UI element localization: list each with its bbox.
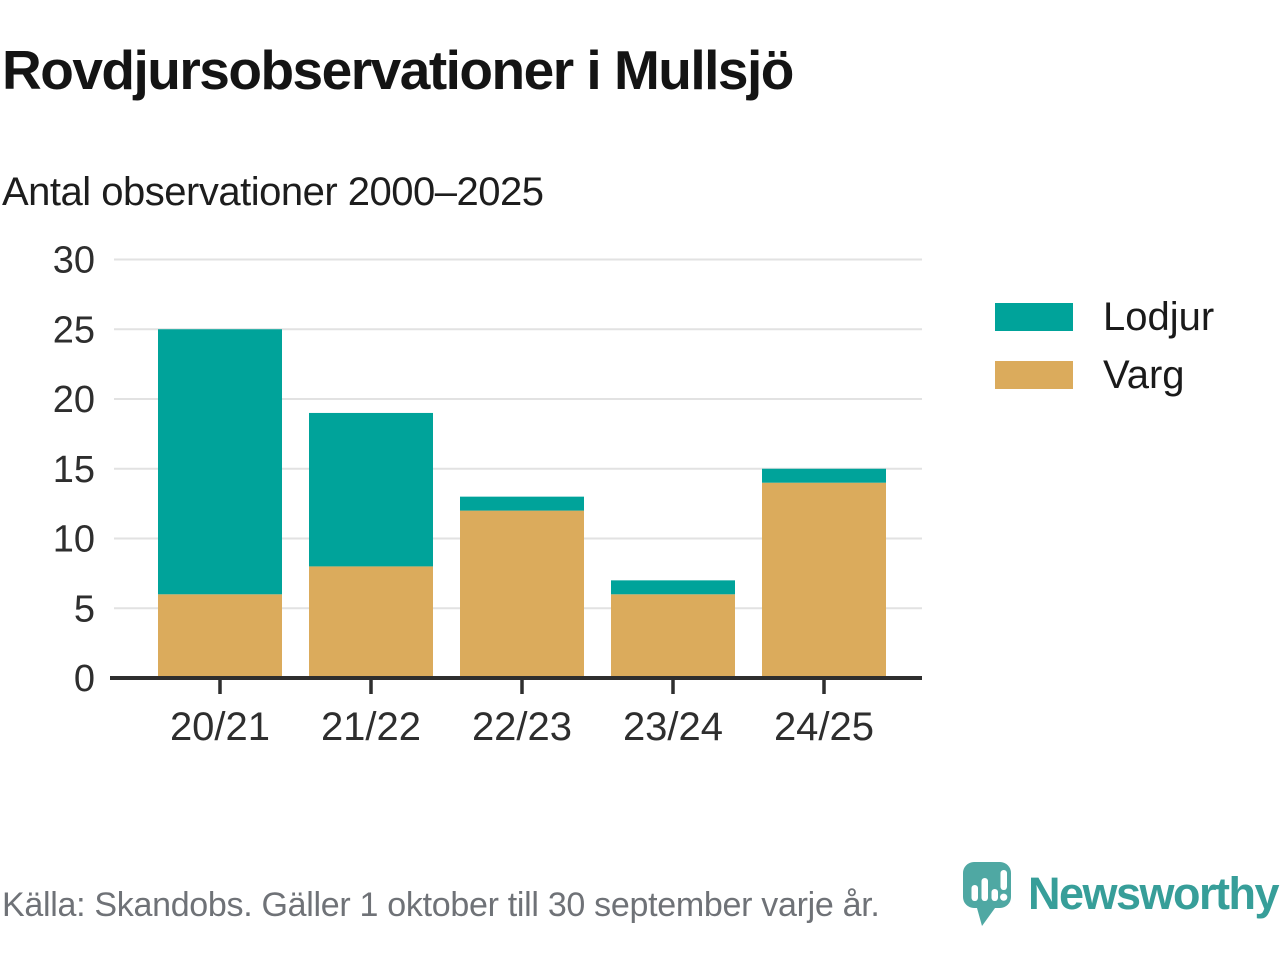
y-axis-tick-label: 15 [53, 449, 95, 491]
y-axis-tick-label: 5 [74, 588, 95, 630]
brand-wordmark: Newsworthy [1028, 868, 1280, 919]
source-note: Källa: Skandobs. Gäller 1 oktober till 3… [2, 886, 880, 924]
y-axis-tick-label: 20 [53, 379, 95, 421]
x-axis-tick-label: 20/21 [170, 705, 270, 749]
y-axis-tick-label: 10 [53, 519, 95, 561]
bar-segment-varg-24/25 [762, 482, 886, 678]
legend: Lodjur Varg [995, 294, 1214, 410]
bar-segment-lodjur-20/21 [158, 329, 282, 595]
bar-segment-varg-20/21 [158, 594, 282, 678]
bar-segment-varg-23/24 [611, 594, 735, 678]
y-axis-tick-label: 25 [53, 309, 95, 351]
legend-item-lodjur: Lodjur [995, 294, 1214, 340]
x-axis-tick-label: 23/24 [623, 705, 723, 749]
bar-segment-lodjur-22/23 [460, 496, 584, 511]
newsworthy-icon [963, 862, 1011, 926]
y-axis-tick-label: 30 [53, 240, 95, 282]
bar-segment-lodjur-21/22 [309, 412, 433, 567]
legend-label-lodjur: Lodjur [1103, 294, 1215, 339]
bar-segment-lodjur-23/24 [611, 580, 735, 595]
chart-title: Rovdjursobservationer i Mullsjö [2, 39, 794, 101]
bar-segment-lodjur-24/25 [762, 468, 886, 483]
legend-swatch-varg [995, 361, 1073, 389]
chart-subtitle: Antal observationer 2000–2025 [2, 170, 544, 214]
x-axis-tick-label: 24/25 [774, 705, 874, 749]
bar-segment-varg-22/23 [460, 510, 584, 678]
legend-label-varg: Varg [1103, 352, 1185, 397]
x-axis-tick-label: 22/23 [472, 705, 572, 749]
legend-swatch-lodjur [995, 303, 1073, 331]
legend-item-varg: Varg [995, 352, 1214, 398]
bar-segment-varg-21/22 [309, 566, 433, 678]
brand-logo: Newsworthy [963, 862, 1280, 928]
x-axis-tick-label: 21/22 [321, 705, 421, 749]
chart-canvas: 20/21 21/22 22/23 23/24 24/25 0 5 10 15 20 25 30 [53, 240, 922, 749]
y-axis-tick-label: 0 [74, 658, 95, 700]
